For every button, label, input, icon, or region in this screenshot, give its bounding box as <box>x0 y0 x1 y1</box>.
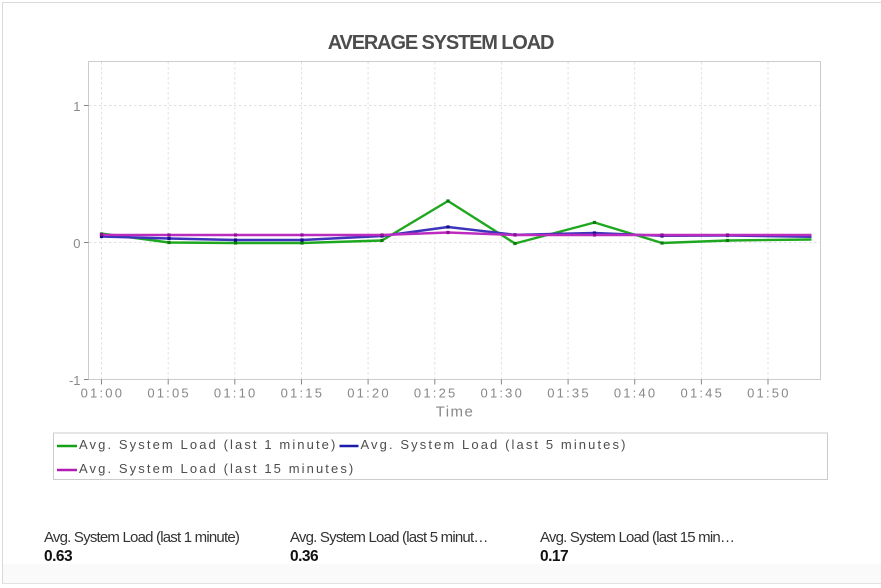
svg-text:Avg. System Load (last 1 minut: Avg. System Load (last 1 minute) <box>79 437 337 452</box>
svg-text:01:25: 01:25 <box>414 386 458 401</box>
svg-text:01:40: 01:40 <box>614 386 658 401</box>
svg-text:1: 1 <box>73 99 80 114</box>
svg-text:01:20: 01:20 <box>347 386 391 401</box>
svg-text:-1: -1 <box>69 373 81 388</box>
svg-text:Avg. System Load (last 5 minut: Avg. System Load (last 5 minutes) <box>361 437 628 452</box>
svg-text:0: 0 <box>73 236 80 251</box>
svg-text:01:15: 01:15 <box>281 386 325 401</box>
svg-text:01:10: 01:10 <box>214 386 258 401</box>
svg-text:01:35: 01:35 <box>547 386 591 401</box>
svg-text:01:30: 01:30 <box>481 386 525 401</box>
svg-text:01:00: 01:00 <box>81 386 125 401</box>
svg-text:01:50: 01:50 <box>747 386 791 401</box>
svg-text:Time: Time <box>436 404 475 421</box>
svg-text:Avg. System Load (last 15 minu: Avg. System Load (last 15 minutes) <box>79 461 355 476</box>
svg-text:01:45: 01:45 <box>681 386 725 401</box>
svg-text:01:05: 01:05 <box>147 386 191 401</box>
